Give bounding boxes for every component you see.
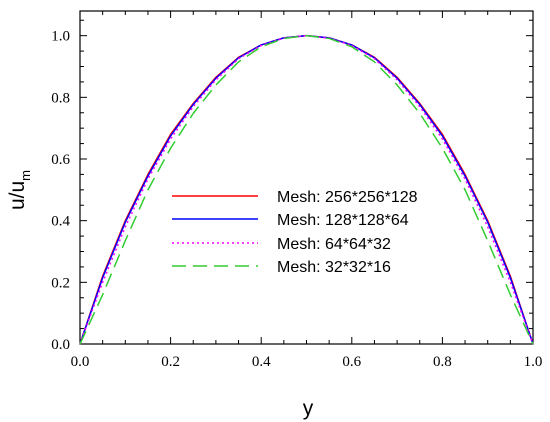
x-tick-label: 0.0 bbox=[71, 354, 90, 370]
y-tick-label: 1.0 bbox=[51, 29, 70, 45]
y-tick-label: 0.0 bbox=[51, 337, 70, 353]
y-axis-title-subscript: m bbox=[18, 170, 33, 181]
y-axis-title-main: u/u bbox=[6, 181, 29, 210]
y-tick-label: 0.2 bbox=[51, 275, 70, 291]
x-tick-label: 0.2 bbox=[161, 354, 180, 370]
svg-text:u/um: u/um bbox=[6, 170, 33, 210]
y-tick-label: 0.4 bbox=[51, 214, 70, 230]
x-axis-title: y bbox=[303, 397, 314, 420]
legend: Mesh: 256*256*128 Mesh: 128*128*64 Mesh:… bbox=[172, 189, 418, 276]
x-tick-label: 0.6 bbox=[342, 354, 361, 370]
x-tick-label: 0.4 bbox=[252, 354, 271, 370]
series-line-3 bbox=[79, 34, 534, 345]
y-axis-title: u/um bbox=[6, 170, 33, 210]
y-tick-label: 0.6 bbox=[51, 152, 70, 168]
y-tick-label: 0.8 bbox=[51, 90, 70, 106]
legend-label-4: Mesh: 32*32*16 bbox=[277, 259, 391, 276]
legend-label-2: Mesh: 128*128*64 bbox=[277, 212, 409, 229]
axis-tick-labels: 0.0 0.2 0.4 0.6 0.8 1.0 0.0 0.2 0.4 0.6 0.8 1.0 bbox=[51, 29, 542, 370]
legend-label-1: Mesh: 256*256*128 bbox=[277, 189, 418, 206]
series-lines bbox=[79, 34, 534, 345]
series-line-4 bbox=[79, 34, 534, 345]
axis-ticks bbox=[79, 11, 534, 345]
legend-label-3: Mesh: 64*64*32 bbox=[277, 236, 391, 253]
x-tick-label: 1.0 bbox=[524, 354, 543, 370]
x-tick-label: 0.8 bbox=[433, 354, 452, 370]
